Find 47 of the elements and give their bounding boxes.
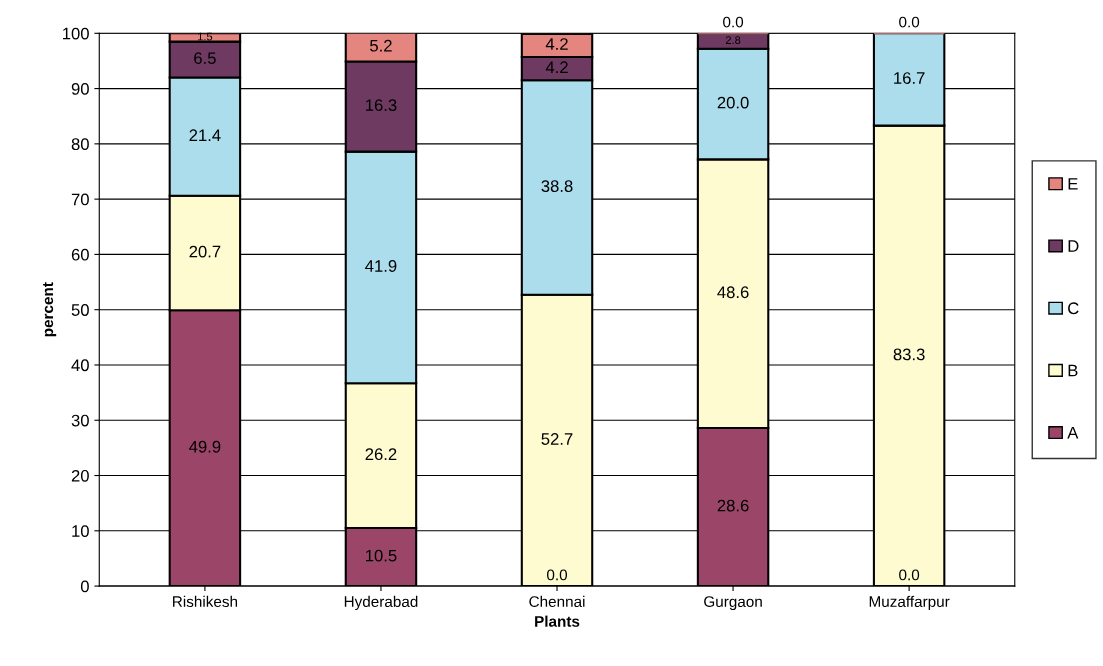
y-tick-label: 20 bbox=[71, 469, 89, 482]
data-label: 10.5 bbox=[366, 549, 397, 562]
x-tick-label: Chennai bbox=[529, 595, 585, 608]
y-tick-label: 50 bbox=[71, 304, 89, 316]
legend-label: A bbox=[1067, 426, 1079, 439]
x-tick-label: Hyderabad bbox=[344, 595, 418, 611]
legend-label: C bbox=[1068, 302, 1079, 315]
legend-label: E bbox=[1068, 178, 1078, 190]
data-label: 0.0 bbox=[723, 16, 744, 28]
data-label: 48.6 bbox=[717, 286, 749, 299]
data-label: 4.2 bbox=[545, 38, 568, 50]
x-tick-label: Gurgaon bbox=[704, 596, 762, 611]
x-tick-label: Muzaffarpur bbox=[869, 595, 950, 611]
x-tick-label: Rishikesh bbox=[173, 595, 238, 608]
data-label: 0.0 bbox=[899, 569, 920, 581]
data-label: 0.0 bbox=[899, 16, 920, 28]
data-label: 2.8 bbox=[725, 36, 741, 45]
y-tick-label: 80 bbox=[71, 138, 89, 151]
y-tick-label: 100 bbox=[63, 27, 89, 40]
data-label: 6.5 bbox=[194, 52, 216, 65]
data-label: 38.8 bbox=[541, 180, 573, 192]
data-label: 26.2 bbox=[365, 448, 397, 461]
data-label: 20.0 bbox=[717, 96, 749, 109]
y-tick-label: 0 bbox=[80, 580, 89, 593]
y-tick-label: 60 bbox=[71, 248, 89, 261]
y-tick-label: 70 bbox=[71, 193, 89, 206]
data-label: 5.2 bbox=[370, 39, 392, 52]
y-tick-label: 90 bbox=[71, 82, 89, 95]
data-label: 20.7 bbox=[189, 245, 221, 258]
data-label: 83.3 bbox=[893, 348, 925, 361]
data-label: 16.3 bbox=[366, 99, 397, 112]
legend-label: B bbox=[1068, 364, 1078, 377]
x-axis-title: Plants bbox=[535, 615, 580, 627]
y-tick-label: 10 bbox=[72, 525, 89, 538]
y-tick-label: 30 bbox=[71, 414, 89, 427]
data-label: 41.9 bbox=[365, 260, 397, 272]
y-axis-title: percent bbox=[43, 282, 57, 337]
data-label: 16.7 bbox=[894, 72, 925, 84]
data-label: 52.7 bbox=[541, 433, 573, 445]
data-label: 0.0 bbox=[546, 569, 568, 581]
data-label: 21.4 bbox=[189, 129, 221, 141]
data-label: 4.2 bbox=[545, 61, 568, 73]
legend-label: D bbox=[1068, 240, 1079, 252]
data-label: 49.9 bbox=[189, 440, 221, 453]
data-label: 28.6 bbox=[717, 499, 749, 512]
y-tick-label: 40 bbox=[71, 359, 89, 372]
data-label: 1.5 bbox=[198, 32, 213, 41]
